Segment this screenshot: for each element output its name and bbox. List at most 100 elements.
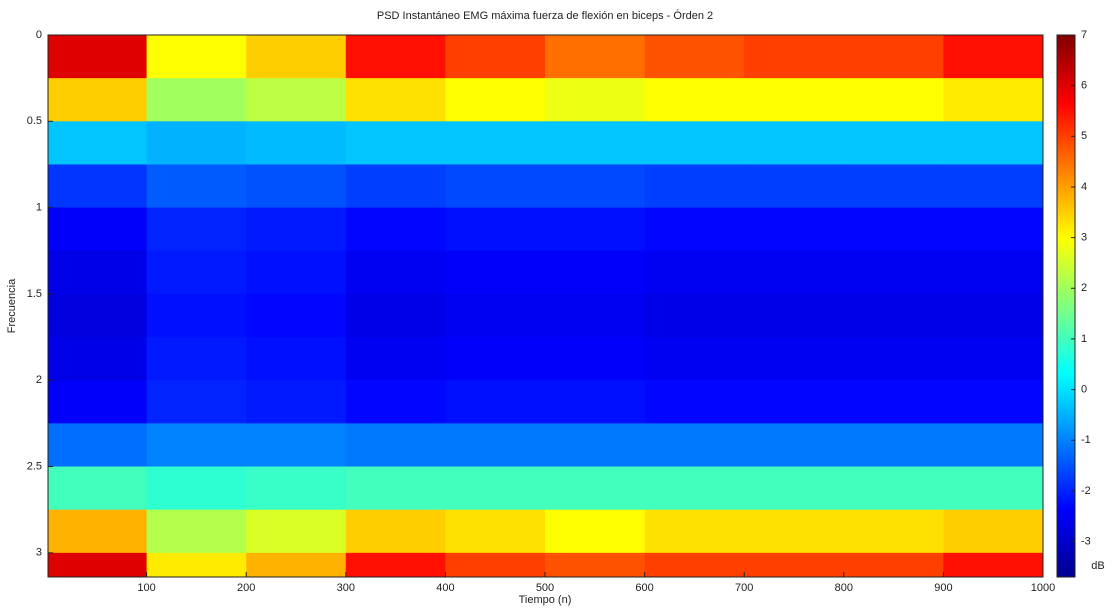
x-tick-label: 300 (337, 582, 355, 594)
heatmap-cell (545, 293, 646, 338)
colorbar-tick-label: 6 (1081, 80, 1087, 92)
colorbar-tick-label: 5 (1081, 130, 1087, 142)
y-tick-label: 3 (36, 547, 42, 559)
heatmap-cell (843, 466, 944, 511)
heatmap-cell (744, 164, 845, 209)
heatmap-cell (146, 164, 247, 209)
x-tick-label: 400 (436, 582, 454, 594)
heatmap-cell (445, 466, 546, 511)
heatmap-cell (246, 380, 347, 424)
heatmap-cell (48, 293, 148, 338)
heatmap-cell (843, 121, 944, 165)
heatmap-cell (246, 337, 347, 381)
heatmap-cell (843, 35, 944, 79)
colorbar-tick-label: 7 (1081, 29, 1087, 41)
x-tick-label: 200 (237, 582, 255, 594)
heatmap-cell (48, 466, 148, 511)
heatmap-cell (345, 207, 446, 252)
heatmap-cell (48, 35, 148, 79)
colorbar-tick-label: 1 (1081, 333, 1087, 345)
heatmap-cell (48, 337, 148, 381)
heatmap-cell (843, 207, 944, 252)
heatmap-cell (445, 78, 546, 122)
heatmap-cell (943, 423, 1044, 468)
heatmap-cell (644, 293, 745, 338)
heatmap-cell (445, 250, 546, 295)
heatmap-cell (545, 250, 646, 295)
heatmap-cell (644, 207, 745, 252)
heatmap-cell (445, 164, 546, 209)
heatmap-cell (943, 207, 1044, 252)
heatmap-cell (843, 337, 944, 381)
heatmap-cell (744, 509, 845, 554)
colorbar-tick-label: 3 (1081, 232, 1087, 244)
heatmap-cell (48, 423, 148, 468)
heatmap-cell (246, 423, 347, 468)
heatmap-cell (943, 380, 1044, 424)
heatmap-cell (445, 380, 546, 424)
heatmap-cell (445, 337, 546, 381)
heatmap-cell (246, 250, 347, 295)
heatmap-cell (744, 466, 845, 511)
heatmap-cell (545, 552, 646, 578)
heatmap-cell (345, 380, 446, 424)
x-tick-label: 900 (934, 582, 952, 594)
heatmap-cell (246, 466, 347, 511)
heatmap-cell (345, 293, 446, 338)
chart-title: PSD Instantáneo EMG máxima fuerza de fle… (377, 9, 713, 22)
heatmap-cell (644, 423, 745, 468)
y-tick-label: 1.5 (27, 288, 42, 300)
x-tick-label: 1000 (1031, 582, 1055, 594)
heatmap-cell (843, 509, 944, 554)
heatmap-cell (246, 78, 347, 122)
heatmap-cell (246, 35, 347, 79)
heatmap-cell (644, 121, 745, 165)
heatmap-cell (744, 337, 845, 381)
heatmap-cell (943, 164, 1044, 209)
heatmap-cell (545, 35, 646, 79)
heatmap-cell (744, 207, 845, 252)
heatmap-cell (644, 250, 745, 295)
colorbar-tick-label: -3 (1081, 535, 1091, 547)
heatmap-cell (744, 35, 845, 79)
heatmap-cell (943, 78, 1044, 122)
heatmap-cell (445, 552, 546, 578)
heatmap-cell (744, 78, 845, 122)
heatmap-cell (345, 337, 446, 381)
heatmap-cell (843, 78, 944, 122)
heatmap-cell (345, 552, 446, 578)
colorbar-label: dB (1091, 560, 1104, 572)
heatmap-cell (644, 509, 745, 554)
colorbar-tick-label: 2 (1081, 282, 1087, 294)
heatmap-cell (345, 121, 446, 165)
heatmap-cell (545, 509, 646, 554)
heatmap-cell (744, 423, 845, 468)
x-axis-label: Tiempo (n) (519, 594, 572, 606)
heatmap-cell (246, 293, 347, 338)
heatmap-cell (146, 121, 247, 165)
heatmap-cell (246, 509, 347, 554)
heatmap-cell (48, 509, 148, 554)
y-tick-label: 2.5 (27, 460, 42, 472)
heatmap-cell (48, 250, 148, 295)
heatmap-cell (146, 552, 247, 578)
heatmap-cell (943, 35, 1044, 79)
heatmap-cell (843, 423, 944, 468)
heatmap-cell (345, 509, 446, 554)
y-tick-label: 0.5 (27, 115, 42, 127)
heatmap-cell (146, 35, 247, 79)
heatmap-cell (744, 121, 845, 165)
heatmap-cell (445, 121, 546, 165)
heatmap-cell (48, 207, 148, 252)
heatmap-cell (943, 337, 1044, 381)
heatmap-cell (146, 207, 247, 252)
y-axis-label: Frecuencia (6, 278, 18, 333)
heatmap-cell (843, 380, 944, 424)
x-tick-label: 700 (735, 582, 753, 594)
heatmap-cell (246, 552, 347, 578)
colorbar (1056, 34, 1076, 578)
heatmap-cell (445, 293, 546, 338)
heatmap-cell (644, 380, 745, 424)
heatmap-cell (146, 78, 247, 122)
